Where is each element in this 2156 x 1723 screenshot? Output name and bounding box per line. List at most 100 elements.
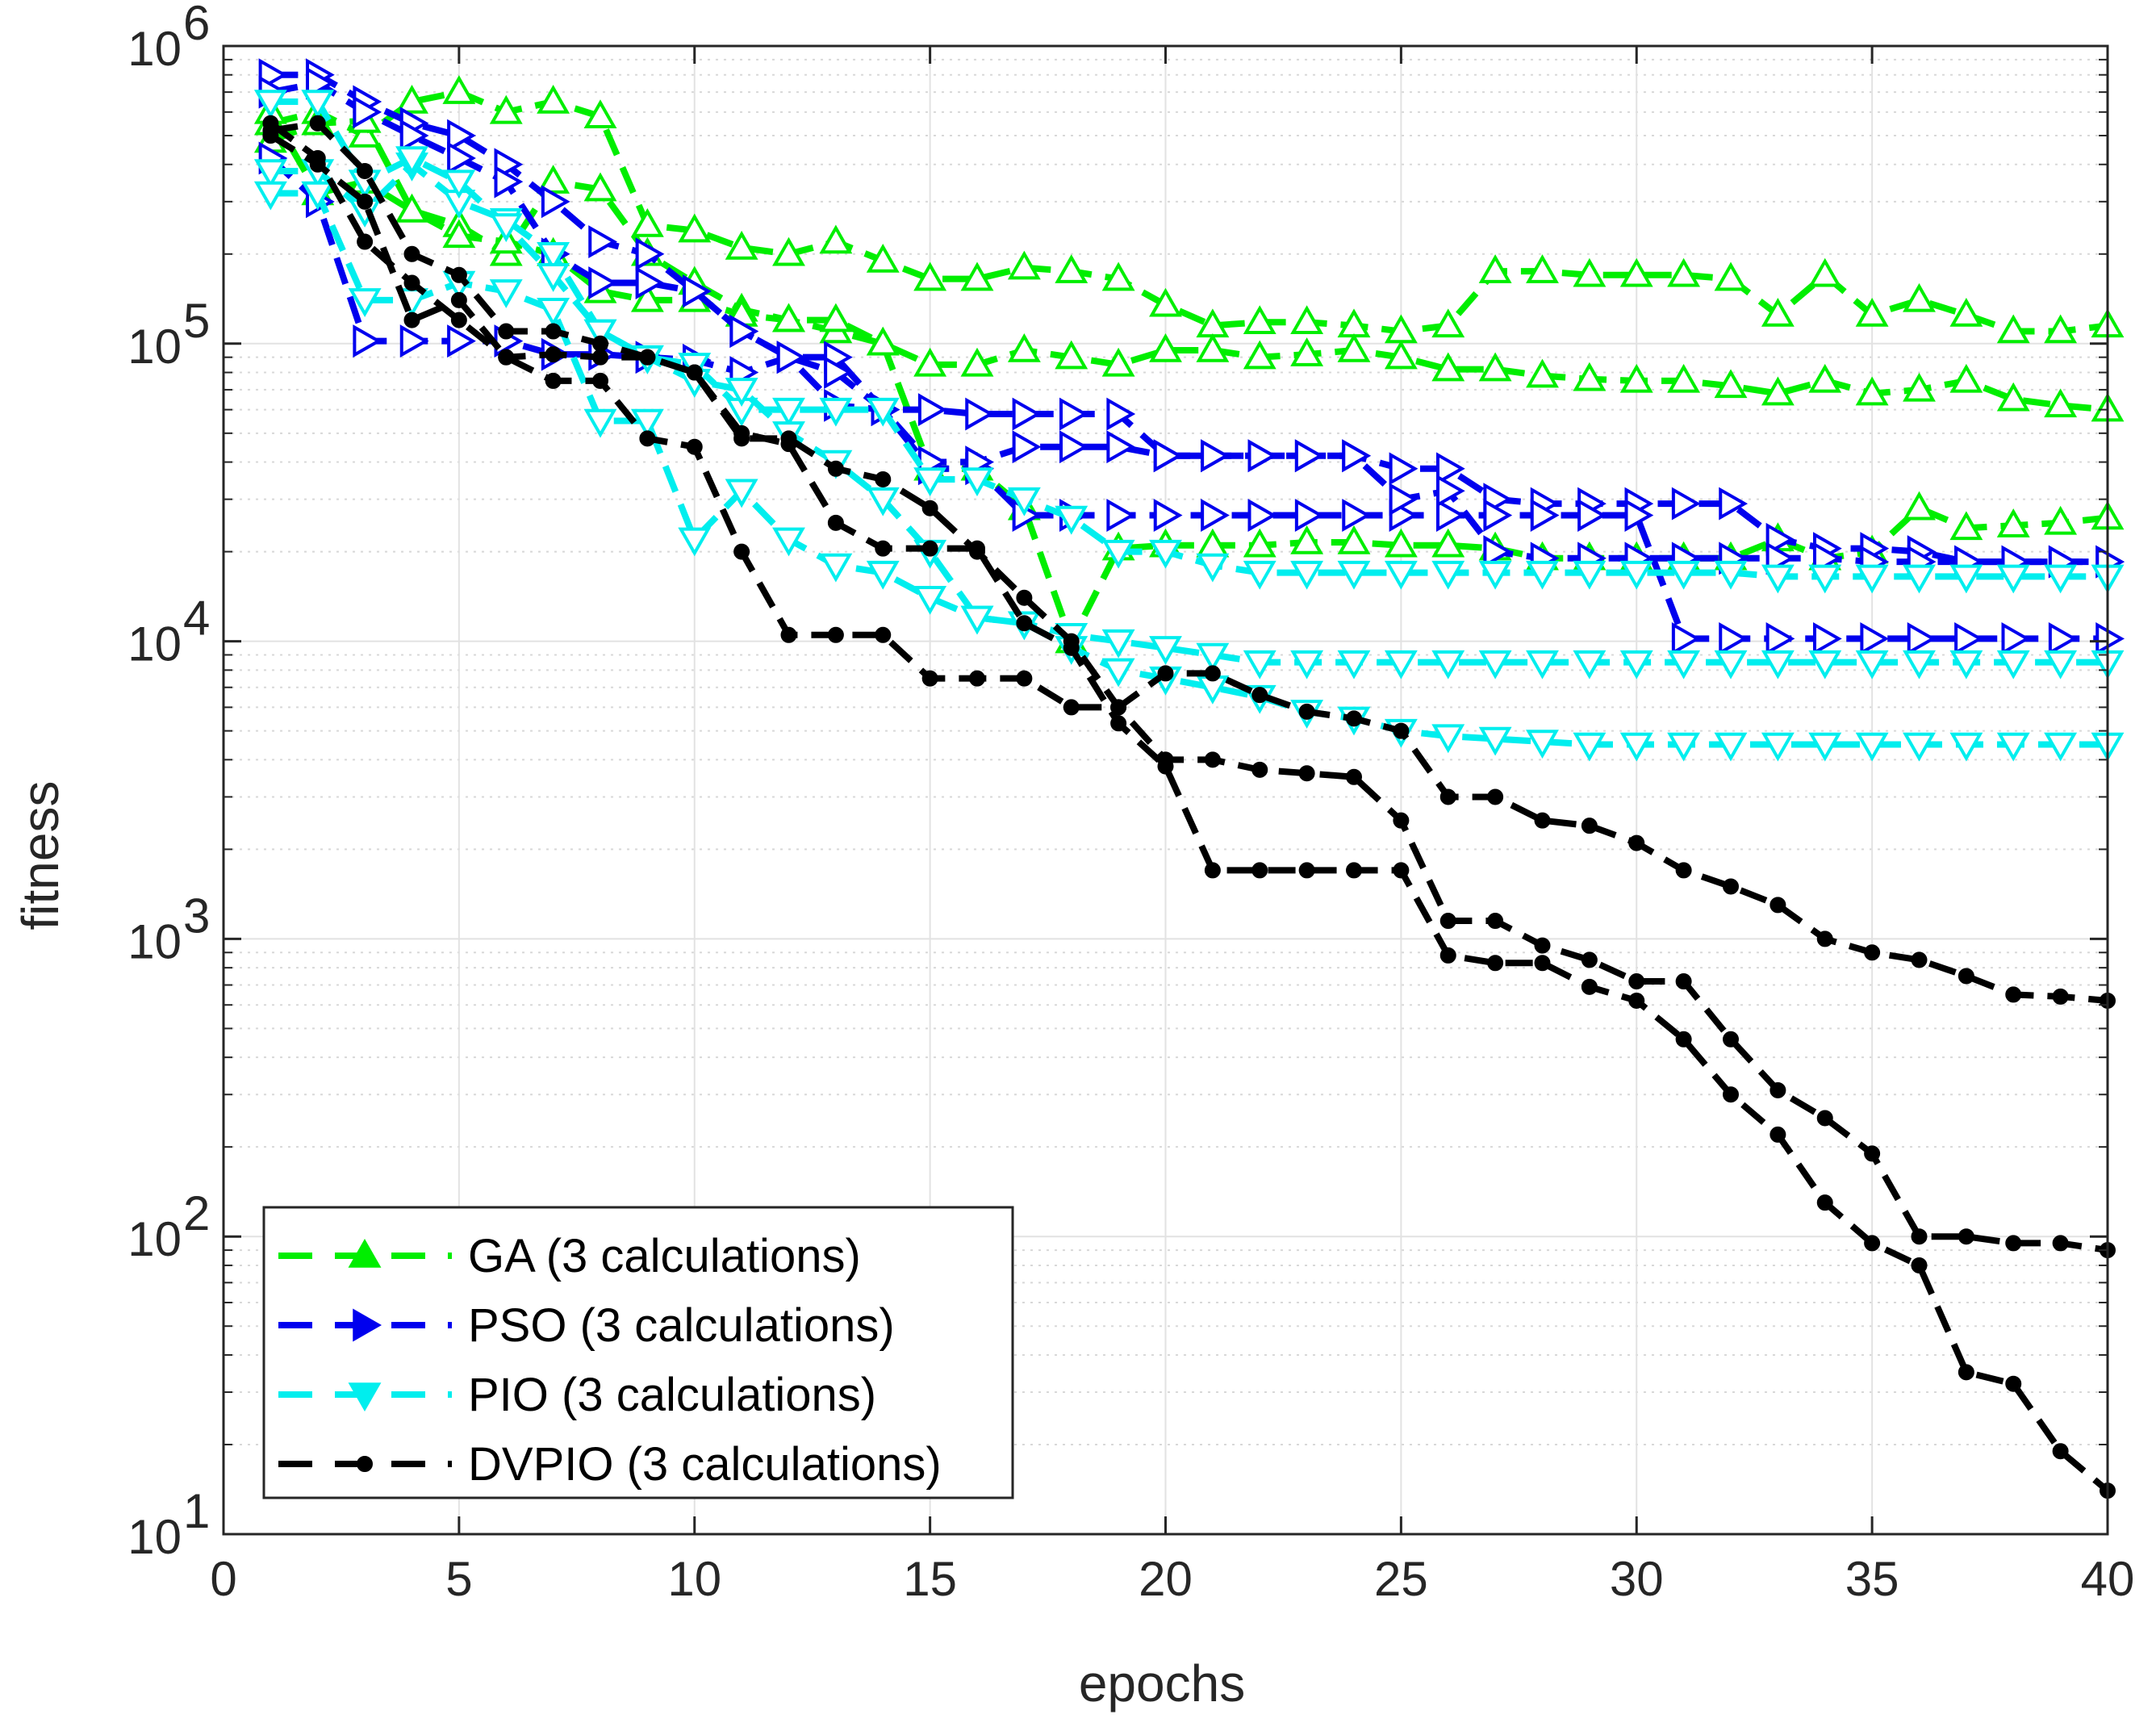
legend-label: PSO (3 calculations) [468,1299,895,1352]
data-point [1808,363,1842,393]
data-point [875,626,892,643]
data-point [447,324,476,358]
data-point [1393,722,1410,739]
data-point [588,266,618,299]
data-point [1389,452,1419,486]
data-point [1055,254,1088,283]
data-point [1196,553,1230,583]
legend-marker [357,1456,373,1472]
data-point [960,347,994,377]
data-point [1101,658,1135,688]
data-point [1903,282,1936,312]
data-point [827,514,844,531]
data-point [875,470,892,487]
data-point [2044,732,2078,762]
legend-marker [353,1308,382,1342]
x-tick-label: 5 [445,1552,472,1606]
data-point [1671,487,1701,521]
data-point [827,626,844,643]
legend-box [262,1206,1014,1499]
data-point [1110,715,1127,732]
data-point [1996,314,2030,344]
data-point [729,315,759,348]
data-point [403,274,420,291]
data-point [1290,305,1324,335]
data-point [1384,528,1418,558]
data-point [1439,913,1456,930]
data-point [913,261,947,291]
data-point [489,94,523,124]
data-point [583,172,617,202]
data-point [1436,452,1465,486]
data-point [1958,968,1974,985]
data-point [583,408,617,438]
data-point [447,119,476,153]
data-point [1667,257,1701,287]
data-point [1204,751,1221,768]
data-point [1337,525,1371,554]
data-point [2052,988,2069,1005]
data-point [1157,665,1174,682]
x-tick-label: 0 [210,1552,236,1606]
data-point [1954,621,1983,655]
data-point [913,467,947,496]
data-point [678,527,712,557]
data-point [1949,650,1983,680]
data-point [866,243,900,273]
series-dvpio-run-2 [262,115,2116,1499]
data-point [1243,560,1276,590]
data-point [1534,812,1551,829]
data-point [450,266,467,283]
data-point [1016,615,1033,632]
data-point [1298,862,1315,879]
data-point [1903,372,1936,402]
data-point [489,213,523,243]
data-point [819,224,853,254]
data-point [1628,834,1645,851]
data-point [1855,298,1889,327]
data-point [772,303,805,332]
legend-marker [348,1382,382,1412]
data-point [1761,298,1795,327]
data-point [1958,1228,1974,1245]
data-point [772,527,805,557]
data-point [1243,305,1276,335]
data-point [1949,564,1983,594]
data-point [1157,758,1174,775]
data-point [913,347,947,377]
data-point [1808,732,1842,762]
data-point [1478,254,1512,283]
data-point [1996,382,2030,412]
data-point [1153,499,1183,532]
data-point [1101,347,1135,377]
data-point [1243,650,1276,680]
data-point [1393,862,1410,879]
data-point [960,605,994,635]
data-point [1007,250,1041,280]
data-point [1149,287,1182,317]
data-point [965,397,995,431]
data-point [1346,862,1362,879]
data-point [1619,363,1653,393]
data-point [1487,788,1504,805]
data-point [1243,528,1276,558]
data-point [1675,1031,1692,1048]
data-point [1675,862,1692,879]
data-point [1628,992,1645,1009]
data-point [403,312,420,328]
series-line [268,156,2108,642]
data-point [1573,362,1607,391]
series-line [270,89,2108,335]
data-point [819,553,853,583]
data-point [733,424,750,441]
data-point [1573,257,1607,287]
data-point [1431,352,1465,382]
x-tick-label: 10 [667,1552,721,1606]
data-point [1761,376,1795,406]
data-point [1996,508,2030,537]
data-point [1204,862,1221,879]
data-point [357,162,374,179]
data-point [1342,499,1372,532]
data-point [1149,539,1182,569]
